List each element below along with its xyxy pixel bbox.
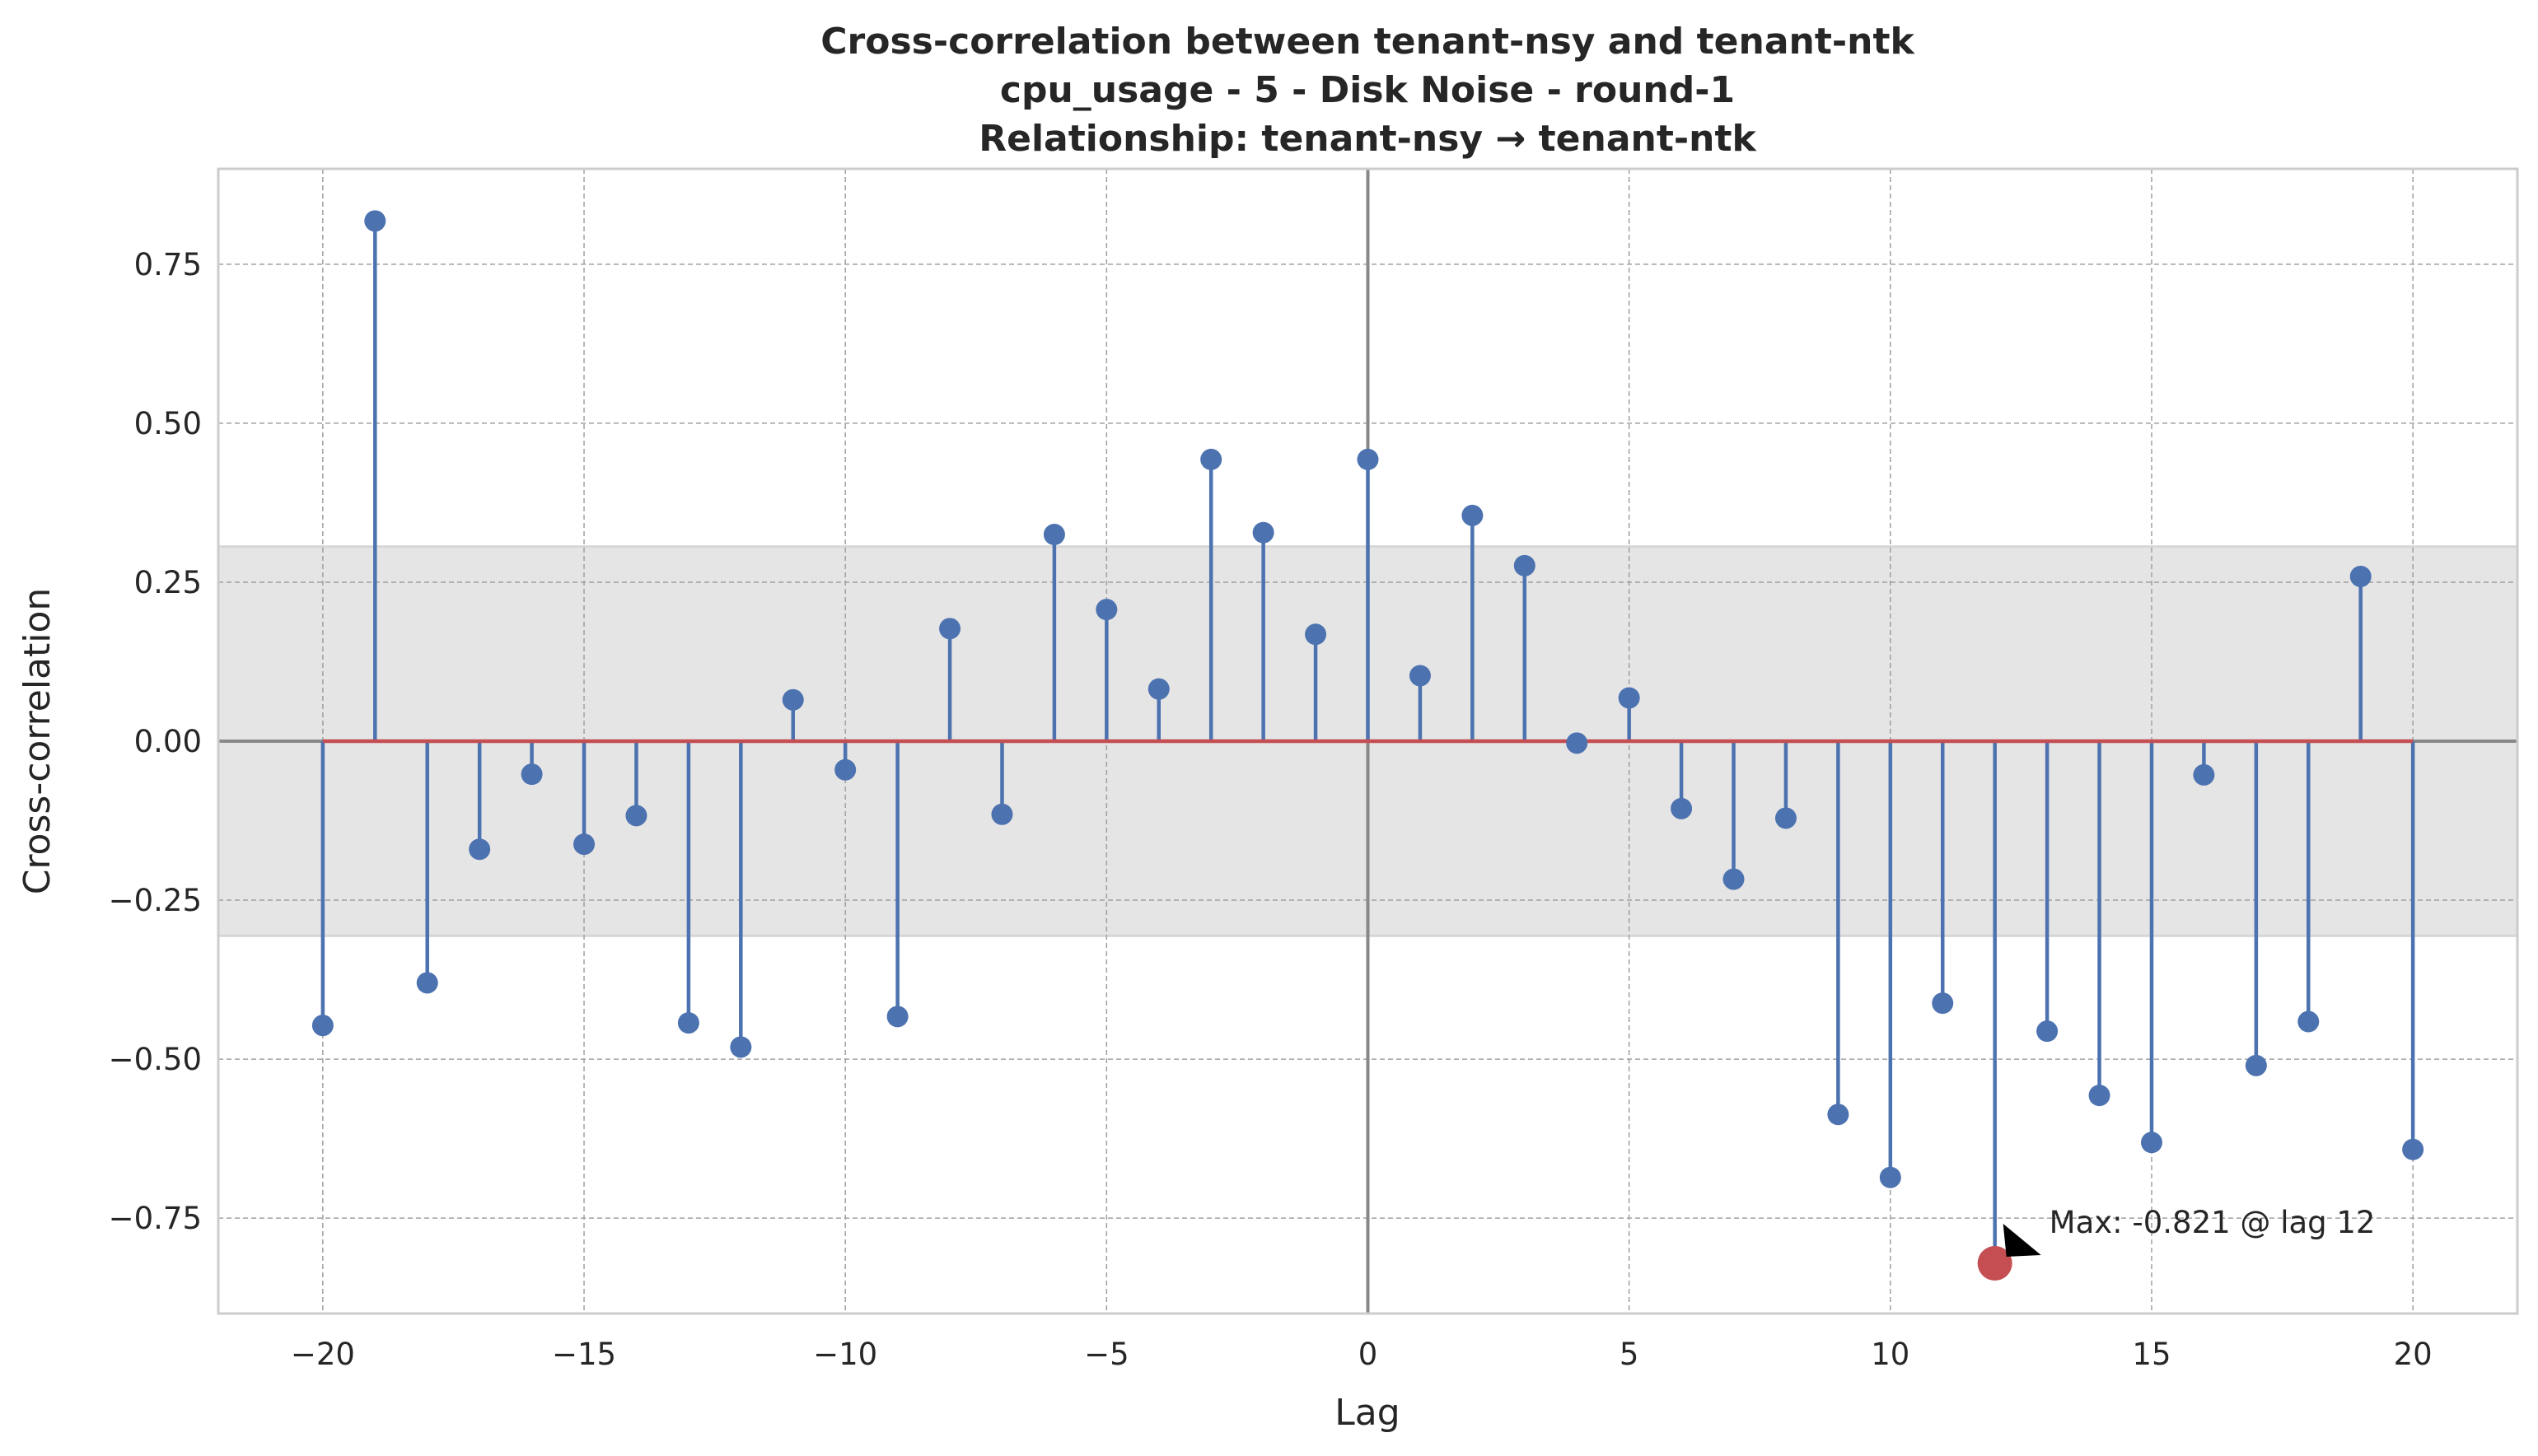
y-axis-label: Cross-correlation xyxy=(16,588,58,895)
stem-marker-lag--11 xyxy=(782,688,804,711)
stem-marker-lag--12 xyxy=(730,1036,752,1058)
stem-marker-lag-18 xyxy=(2297,1010,2320,1033)
annotation-text: Max: -0.821 @ lag 12 xyxy=(2050,1205,2376,1240)
y-tick-label: 0.00 xyxy=(134,724,202,759)
x-tick-label: −10 xyxy=(813,1337,877,1372)
chart-title: Cross-correlation between tenant-nsy and… xyxy=(820,21,1915,160)
stem-marker-lag-15 xyxy=(2140,1132,2162,1154)
stem-marker-lag-2 xyxy=(1461,504,1484,526)
stem-marker-lag--1 xyxy=(1305,623,1327,646)
stem-marker-lag-14 xyxy=(2088,1085,2110,1107)
stem-marker-lag--9 xyxy=(886,1006,909,1028)
annotation-arrow xyxy=(2003,1223,2041,1257)
y-tick-label: −0.50 xyxy=(109,1042,202,1077)
stem-marker-lag-8 xyxy=(1774,807,1797,829)
x-tick-label: 15 xyxy=(2132,1337,2171,1372)
stem-marker-lag--20 xyxy=(311,1015,334,1037)
stem-marker-lag-0 xyxy=(1357,448,1379,470)
stems-group xyxy=(320,221,2415,1263)
stem-marker-lag-6 xyxy=(1671,797,1693,819)
stem-marker-lag-17 xyxy=(2245,1054,2267,1076)
x-axis-ticks: −20 −15 −10 −5 0 5 10 15 20 xyxy=(291,1337,2433,1372)
stem-marker-lag--13 xyxy=(677,1012,699,1034)
title-line-3: Relationship: tenant-nsy → tenant-ntk xyxy=(979,118,1757,160)
x-tick-label: −5 xyxy=(1084,1337,1129,1372)
y-tick-label: 0.75 xyxy=(134,247,202,282)
title-line-1: Cross-correlation between tenant-nsy and… xyxy=(820,21,1915,63)
stem-marker-lag--19 xyxy=(364,210,386,232)
x-tick-label: 10 xyxy=(1871,1337,1909,1372)
stem-marker-lag--7 xyxy=(991,803,1013,825)
stem-marker-lag--5 xyxy=(1096,599,1118,621)
stem-marker-lag--17 xyxy=(469,838,491,861)
title-line-2: cpu_usage - 5 - Disk Noise - round-1 xyxy=(1000,69,1735,111)
stem-marker-lag-13 xyxy=(2036,1020,2059,1043)
x-tick-label: 5 xyxy=(1620,1337,1639,1372)
stem-marker-lag--6 xyxy=(1043,524,1065,546)
stem-marker-lag--10 xyxy=(834,758,857,781)
stem-marker-lag--2 xyxy=(1252,521,1274,544)
stem-marker-lag-1 xyxy=(1409,665,1431,687)
x-axis-label: Lag xyxy=(1334,1392,1400,1434)
stem-marker-lag-5 xyxy=(1618,687,1640,709)
stem-marker-lag-20 xyxy=(2402,1138,2424,1160)
y-tick-label: 0.50 xyxy=(134,406,202,441)
x-tick-label: −15 xyxy=(552,1337,616,1372)
stem-marker-lag--14 xyxy=(625,805,647,827)
stem-marker-lag--16 xyxy=(521,763,543,786)
stem-marker-lag--3 xyxy=(1200,448,1222,470)
stem-marker-lag-4 xyxy=(1566,732,1588,754)
stem-marker-lag-11 xyxy=(1932,992,1954,1015)
stem-marker-lag--15 xyxy=(573,833,596,856)
markers-group xyxy=(311,210,2424,1281)
stem-marker-lag--18 xyxy=(416,972,438,994)
stem-marker-lag-19 xyxy=(2349,565,2372,587)
x-tick-label: −20 xyxy=(291,1337,355,1372)
stem-marker-lag--8 xyxy=(939,618,961,640)
y-axis-ticks: 0.75 0.50 0.25 0.00 −0.25 −0.50 −0.75 xyxy=(109,247,202,1236)
stem-marker-lag-7 xyxy=(1722,868,1745,890)
max-annotation: Max: -0.821 @ lag 12 xyxy=(2003,1205,2376,1257)
max-point-marker xyxy=(1977,1245,2012,1281)
stem-marker-lag-10 xyxy=(1879,1166,1901,1188)
stem-marker-lag-16 xyxy=(2193,763,2215,786)
stem-marker-lag-3 xyxy=(1513,554,1535,576)
stem-marker-lag--4 xyxy=(1147,678,1170,700)
y-tick-label: −0.25 xyxy=(109,883,202,918)
y-tick-label: 0.25 xyxy=(134,565,202,600)
plot-frame xyxy=(217,167,2519,1315)
y-tick-label: −0.75 xyxy=(109,1201,202,1236)
x-tick-label: 20 xyxy=(2394,1337,2433,1372)
x-tick-label: 0 xyxy=(1358,1337,1378,1372)
stem-marker-lag-9 xyxy=(1827,1104,1849,1126)
